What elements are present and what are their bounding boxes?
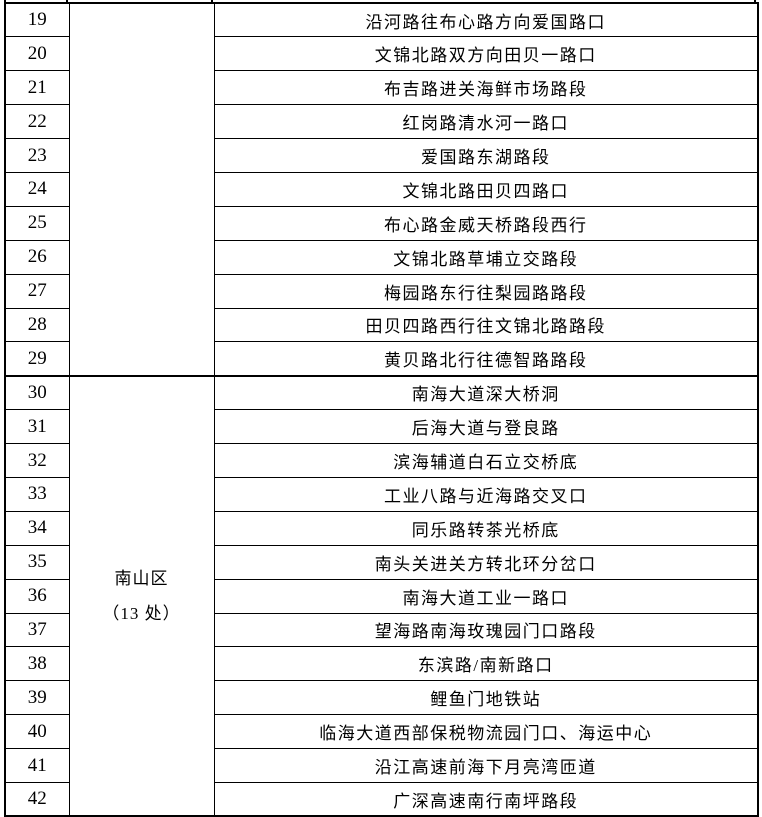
row-number-cell: 24 <box>4 171 70 207</box>
location-cell: 广深高速南行南坪路段 <box>213 781 759 817</box>
row-number-cell: 26 <box>4 239 70 275</box>
location-cell: 望海路南海玫瑰园门口路段 <box>213 612 759 648</box>
row-number-cell: 20 <box>4 36 70 72</box>
row-number-cell: 37 <box>4 612 70 648</box>
cut-row-border-stub <box>211 0 213 3</box>
table-row: 27 梅园路东行往梨园路路段 <box>4 273 759 309</box>
table-body: 19 沿河路往布心路方向爱国路口 20 文锦北路双方向田贝一路口 21 布吉路进关海鲜市场… <box>4 2 759 817</box>
location-cell: 临海大道西部保税物流园门口、海运中心 <box>213 714 759 750</box>
table-row: 34 同乐路转茶光桥底 <box>4 510 759 546</box>
row-number-cell: 38 <box>4 646 70 682</box>
row-number-cell: 41 <box>4 748 70 783</box>
table-row: 39 鲤鱼门地铁站 <box>4 680 759 716</box>
location-cell: 布吉路进关海鲜市场路段 <box>213 70 759 106</box>
location-cell: 梅园路东行往梨园路路段 <box>213 273 759 309</box>
table-row: 25 布心路金威天桥路段西行 <box>4 205 759 241</box>
table-row: 36 南海大道工业一路口 <box>4 578 759 614</box>
table-row: 40 临海大道西部保税物流园门口、海运中心 <box>4 714 759 750</box>
location-cell: 南头关进关方转北环分岔口 <box>213 544 759 580</box>
row-number-cell: 27 <box>4 273 70 309</box>
row-number-cell: 31 <box>4 409 70 445</box>
location-cell: 沿河路往布心路方向爱国路口 <box>213 2 759 38</box>
location-cell: 南海大道深大桥洞 <box>213 374 759 411</box>
row-number-cell: 23 <box>4 138 70 173</box>
location-cell: 工业八路与近海路交叉口 <box>213 476 759 512</box>
row-number-cell: 30 <box>4 374 70 411</box>
row-number-cell: 42 <box>4 781 70 817</box>
table-row: 35 南头关进关方转北环分岔口 <box>4 544 759 580</box>
cut-row-border-stub <box>66 0 68 3</box>
table-row: 33 工业八路与近海路交叉口 <box>4 476 759 512</box>
location-cell: 红岗路清水河一路口 <box>213 104 759 140</box>
district-cell: 南山区 （13 处） <box>68 374 215 817</box>
table-row: 31 后海大道与登良路 <box>4 409 759 445</box>
table-row: 29 黄贝路北行往德智路路段 <box>4 341 759 377</box>
cut-row-border-stub <box>754 0 756 3</box>
location-cell: 后海大道与登良路 <box>213 409 759 445</box>
row-number-cell: 36 <box>4 578 70 614</box>
row-number-cell: 29 <box>4 341 70 377</box>
location-cell: 爱国路东湖路段 <box>213 138 759 173</box>
location-cell: 文锦北路田贝四路口 <box>213 171 759 207</box>
table-row: 32 滨海辅道白石立交桥底 <box>4 443 759 478</box>
table-row: 19 沿河路往布心路方向爱国路口 <box>4 2 759 377</box>
district-cell <box>68 2 215 377</box>
district-label-line: 南山区 <box>114 569 169 589</box>
road-points-table: 19 沿河路往布心路方向爱国路口 20 文锦北路双方向田贝一路口 21 布吉路进关海鲜市场… <box>4 2 759 817</box>
table-row: 21 布吉路进关海鲜市场路段 <box>4 70 759 106</box>
row-number-cell: 39 <box>4 680 70 716</box>
table-row: 42 广深高速南行南坪路段 <box>4 781 759 817</box>
table-row: 20 文锦北路双方向田贝一路口 <box>4 36 759 72</box>
location-cell: 布心路金威天桥路段西行 <box>213 205 759 241</box>
row-number-cell: 22 <box>4 104 70 140</box>
location-cell: 文锦北路双方向田贝一路口 <box>213 36 759 72</box>
row-number-cell: 32 <box>4 443 70 478</box>
table-row: 23 爱国路东湖路段 <box>4 138 759 173</box>
location-cell: 鲤鱼门地铁站 <box>213 680 759 716</box>
location-cell: 黄贝路北行往德智路路段 <box>213 341 759 377</box>
location-cell: 沿江高速前海下月亮湾匝道 <box>213 748 759 783</box>
row-number-cell: 40 <box>4 714 70 750</box>
row-number-cell: 28 <box>4 307 70 343</box>
row-number-cell: 25 <box>4 205 70 241</box>
table-row: 26 文锦北路草埔立交路段 <box>4 239 759 275</box>
table-row: 30 南山区 （13 处） 南海大道深大桥洞 <box>4 374 759 817</box>
row-number-cell: 19 <box>4 2 70 38</box>
row-number-cell: 33 <box>4 476 70 512</box>
location-cell: 滨海辅道白石立交桥底 <box>213 443 759 478</box>
cut-row-border-stub <box>4 0 6 3</box>
district-label-line: （13 处） <box>102 604 181 624</box>
location-cell: 东滨路/南新路口 <box>213 646 759 682</box>
table-row: 28 田贝四路西行往文锦北路路段 <box>4 307 759 343</box>
table-row: 24 文锦北路田贝四路口 <box>4 171 759 207</box>
location-cell: 同乐路转茶光桥底 <box>213 510 759 546</box>
location-cell: 田贝四路西行往文锦北路路段 <box>213 307 759 343</box>
row-number-cell: 34 <box>4 510 70 546</box>
table-row: 22 红岗路清水河一路口 <box>4 104 759 140</box>
row-number-cell: 21 <box>4 70 70 106</box>
location-cell: 文锦北路草埔立交路段 <box>213 239 759 275</box>
row-number-cell: 35 <box>4 544 70 580</box>
location-cell: 南海大道工业一路口 <box>213 578 759 614</box>
